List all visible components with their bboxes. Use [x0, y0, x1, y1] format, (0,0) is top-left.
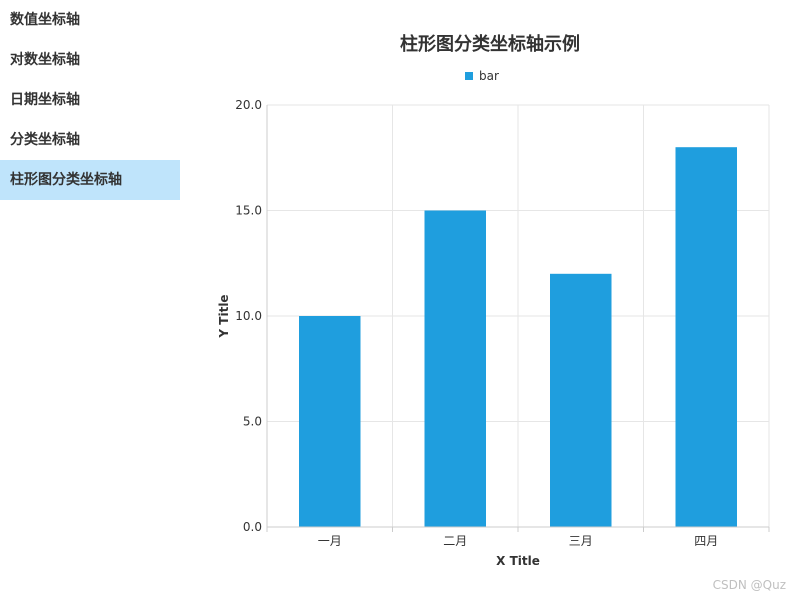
- y-axis-title: Y Title: [217, 294, 231, 338]
- chart-title: 柱形图分类坐标轴示例: [400, 34, 580, 55]
- bar-三月: [550, 273, 612, 527]
- bar-一月: [299, 316, 361, 527]
- sidebar-item-log-axis[interactable]: 对数坐标轴: [10, 52, 80, 68]
- sidebar-item-date-axis[interactable]: 日期坐标轴: [10, 92, 80, 108]
- chart-axes: [266, 105, 770, 532]
- sidebar-item-category-axis[interactable]: 分类坐标轴: [10, 132, 80, 148]
- x-tick-label: 三月: [569, 534, 593, 548]
- chart-bars: [299, 147, 737, 527]
- x-tick-label: 一月: [318, 534, 342, 548]
- chart-ticks: 0.0 5.0 10.0 15.0 20.0 一月 二月 三月 四月: [235, 98, 718, 548]
- chart-plot: 0.0 5.0 10.0 15.0 20.0 一月 二月 三月 四月 X Title Y Tit…: [217, 98, 770, 568]
- x-tick-label: 二月: [443, 534, 467, 548]
- legend-label: bar: [479, 69, 499, 83]
- sidebar-item-value-axis[interactable]: 数值坐标轴: [10, 12, 80, 28]
- bar-二月: [424, 210, 486, 527]
- chart-legend[interactable]: bar: [465, 68, 499, 84]
- y-tick-label: 0.0: [243, 520, 262, 534]
- legend-swatch: [465, 72, 473, 80]
- sidebar: 数值坐标轴 对数坐标轴 日期坐标轴 分类坐标轴 柱形图分类坐标轴: [0, 0, 180, 600]
- x-axis-title: X Title: [496, 554, 540, 568]
- watermark: CSDN @Quz: [712, 578, 786, 592]
- chart-panel: 柱形图分类坐标轴示例 bar 0.0 5.0 10.0 15.0 20.0 一月 二月 三月 四…: [180, 0, 800, 600]
- x-tick-label: 四月: [694, 534, 718, 548]
- y-tick-label: 5.0: [243, 415, 262, 429]
- sidebar-item-bar-category-axis[interactable]: 柱形图分类坐标轴: [0, 160, 180, 200]
- y-tick-label: 15.0: [235, 204, 262, 218]
- bar-四月: [675, 147, 737, 527]
- y-tick-label: 20.0: [235, 98, 262, 112]
- y-tick-label: 10.0: [235, 309, 262, 323]
